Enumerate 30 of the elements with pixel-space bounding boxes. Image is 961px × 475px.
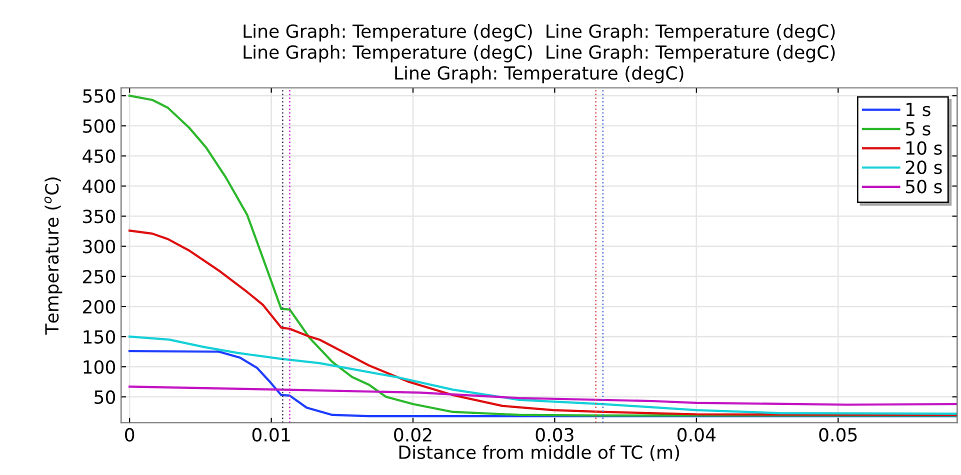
y-tick-label: 500 <box>83 119 116 133</box>
x-axis-title: Distance from middle of TC (m) <box>399 445 680 462</box>
y-tick-label: 100 <box>84 360 116 374</box>
x-tick-label: 0.05 <box>819 428 857 442</box>
x-tick-label: 0.01 <box>252 428 290 442</box>
legend-label: 20 s <box>906 160 942 174</box>
legend-label: 50 s <box>906 180 942 194</box>
y-tick-label: 150 <box>84 330 116 344</box>
line-series <box>128 350 957 418</box>
y-tick-label: 400 <box>82 180 116 194</box>
legend-label: 1 s <box>906 102 930 116</box>
x-tick-label: 0.04 <box>678 428 716 442</box>
y-tick-label: 350 <box>83 210 116 224</box>
y-tick-label: 550 <box>83 89 116 103</box>
chart-title: Line Graph: Temperature (degC) Line Graph: Temperature (degC) Line Graph: Temperature (degC) Line Graph: Temperature (degC) Line Graph: Temperature (degC) <box>244 24 835 84</box>
line-series <box>128 94 957 417</box>
x-tick-label: 0.03 <box>536 428 574 442</box>
y-tick-label: 450 <box>82 149 116 164</box>
x-tick-label: 0.02 <box>394 428 432 442</box>
y-axis-title: Temperature ($^{o}$C) <box>44 178 62 335</box>
line-series <box>128 230 957 416</box>
line-series <box>128 386 957 406</box>
y-tick-label: 200 <box>83 300 116 314</box>
x-tick-label: 0 <box>125 428 134 442</box>
y-tick-label: 300 <box>83 240 116 254</box>
y-tick-label: 250 <box>83 270 116 284</box>
legend-label: 10 s <box>906 141 942 155</box>
legend-label: 5 s <box>906 122 930 136</box>
y-tick-label: 50 <box>94 390 116 404</box>
line-series <box>128 336 957 415</box>
